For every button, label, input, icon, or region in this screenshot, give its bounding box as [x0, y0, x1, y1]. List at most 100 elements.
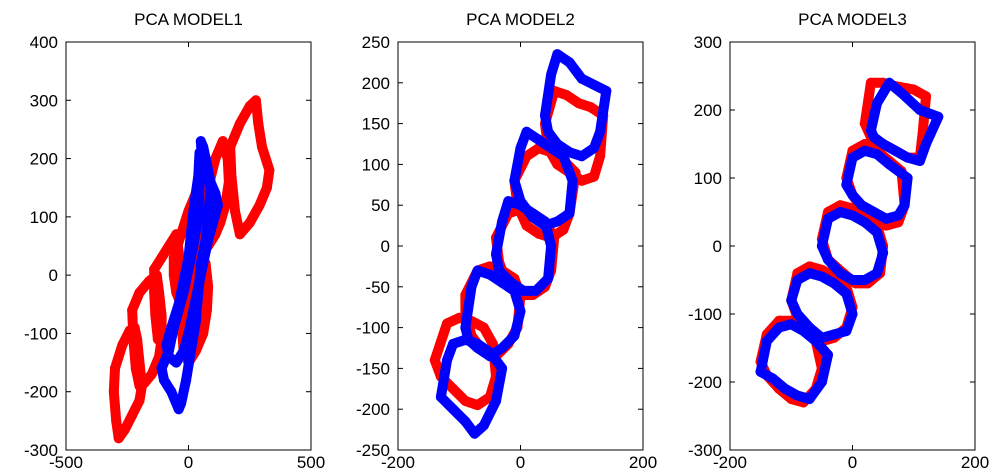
data-point [159, 375, 169, 386]
y-tick-label: 0 [49, 266, 58, 285]
data-point [185, 229, 196, 240]
data-point [198, 328, 209, 339]
data-point [561, 90, 572, 100]
data-point [841, 288, 852, 299]
data-point [244, 217, 255, 228]
data-point [533, 134, 544, 145]
data-point [515, 143, 526, 154]
data-point [442, 318, 452, 329]
data-point [484, 351, 495, 362]
data-point [178, 345, 189, 356]
data-point [226, 171, 237, 182]
series-1 [156, 136, 223, 415]
data-point [576, 175, 587, 186]
y-axis-ticks: -300 -200 -100 0 100 200 300 [688, 33, 722, 460]
chart-panel-pca-model2: PCA MODEL2 -200 0 200 -250 -200 -150 -10… [356, 10, 657, 472]
data-point [234, 118, 245, 129]
data-point [601, 86, 612, 96]
data-point [188, 305, 199, 316]
data-point [884, 159, 895, 170]
data-point [127, 305, 138, 316]
data-point [150, 310, 161, 321]
data-point [865, 77, 876, 88]
data-point [829, 329, 840, 340]
data-point [890, 145, 901, 156]
data-point [552, 139, 563, 149]
data-point [117, 340, 128, 351]
data-point [127, 410, 138, 420]
data-point [173, 299, 184, 310]
chart-title: PCA MODEL1 [134, 10, 243, 29]
data-point [902, 173, 913, 183]
data-point [878, 139, 889, 149]
data-point [503, 196, 514, 207]
data-point [872, 149, 882, 160]
data-point [460, 322, 471, 333]
data-point [448, 338, 459, 349]
data-point [210, 153, 221, 164]
data-point [487, 338, 498, 349]
data-point [515, 306, 526, 317]
data-point [484, 269, 495, 280]
data-point [472, 265, 483, 276]
data-point [198, 258, 209, 269]
data-point [254, 200, 265, 211]
data-point [494, 265, 505, 276]
series-1 [435, 49, 612, 439]
data-point [190, 188, 201, 199]
data-point [506, 277, 517, 288]
y-tick-label: 400 [30, 33, 58, 52]
data-point [134, 287, 145, 298]
chart-title: PCA MODEL2 [466, 10, 575, 29]
data-point [816, 241, 827, 251]
y-tick-label: 150 [362, 115, 390, 134]
chart-title: PCA MODEL3 [798, 10, 907, 29]
y-tick-label: -100 [356, 319, 390, 338]
data-point [168, 252, 179, 263]
data-point [816, 332, 827, 343]
data-point [564, 208, 575, 219]
data-point [543, 126, 554, 137]
data-point [460, 416, 471, 427]
data-point [792, 275, 803, 285]
data-point [200, 153, 211, 164]
data-point [460, 396, 471, 406]
data-point [804, 268, 815, 279]
data-point [203, 235, 214, 246]
data-point [168, 270, 179, 281]
data-point [786, 295, 797, 306]
data-point [847, 210, 858, 221]
data-point [859, 275, 870, 285]
data-point [921, 139, 931, 149]
data-point [469, 428, 480, 439]
data-point [181, 375, 192, 386]
data-point [183, 252, 194, 263]
y-tick-label: -100 [24, 324, 58, 343]
data-point [564, 147, 575, 158]
data-point [576, 151, 587, 162]
data-point [220, 200, 231, 211]
data-point [774, 322, 784, 333]
plot-area [108, 95, 275, 444]
data-point [792, 309, 803, 319]
y-tick-label: 0 [713, 237, 722, 256]
data-point [881, 213, 892, 224]
data-point [448, 383, 459, 394]
data-point [847, 275, 858, 285]
series-0 [108, 95, 275, 444]
data-point [208, 217, 218, 228]
data-point [149, 287, 160, 298]
x-tick-label: -500 [49, 453, 83, 472]
data-point [856, 200, 867, 211]
y-tick-label: 200 [362, 74, 390, 93]
data-point [780, 383, 791, 394]
data-point [173, 404, 184, 415]
data-point [552, 159, 563, 170]
data-point [816, 271, 827, 282]
data-point [859, 145, 870, 156]
data-point [933, 111, 944, 122]
data-point [835, 207, 846, 217]
data-point [193, 171, 204, 182]
data-point [792, 390, 803, 401]
